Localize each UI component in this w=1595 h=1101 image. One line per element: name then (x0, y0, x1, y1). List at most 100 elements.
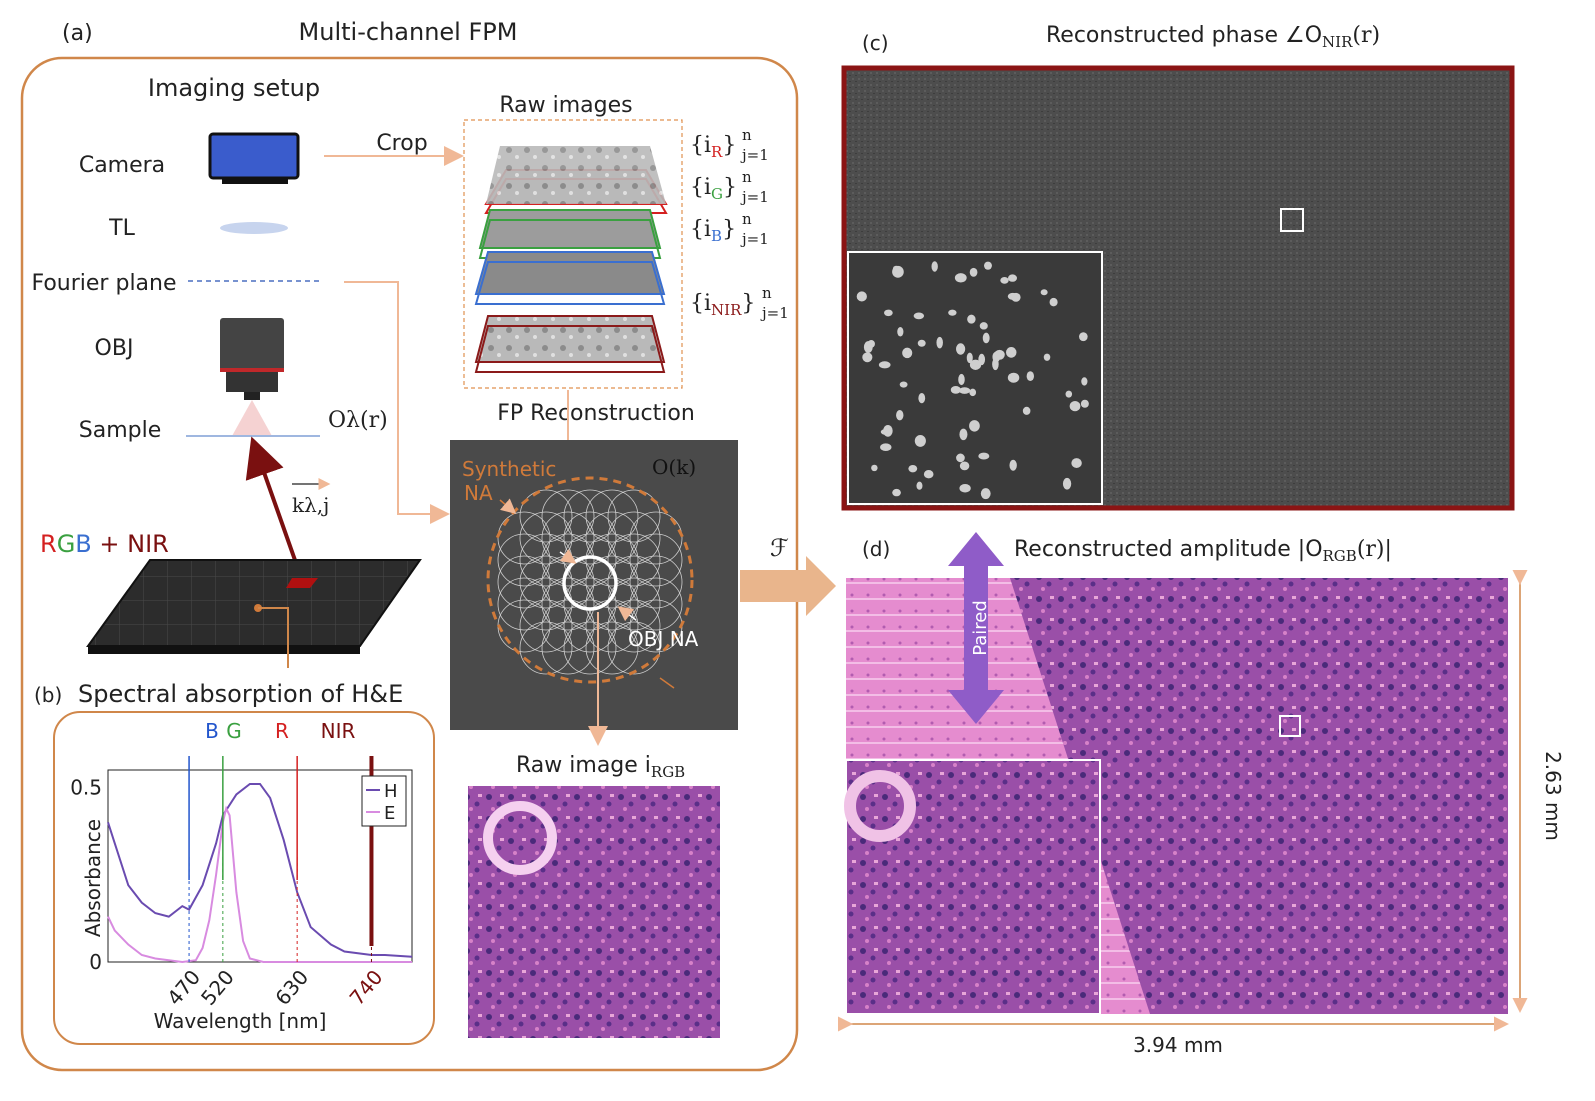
k-vector-label: kλ,j (292, 493, 329, 517)
phase-cell (880, 443, 892, 451)
phase-cell (1069, 401, 1081, 412)
setup-title: Imaging setup (148, 74, 320, 102)
paired-label: Paired (970, 600, 991, 656)
svg-text:j=1: j=1 (740, 146, 769, 164)
legend-label-H: H (384, 781, 398, 802)
svg-text:n: n (742, 210, 752, 228)
sub-aperture-circle (585, 577, 639, 631)
sub-aperture-circle (563, 599, 617, 653)
phase-cell (959, 428, 968, 441)
phase-cell (948, 309, 957, 316)
sub-aperture-circles (497, 489, 683, 675)
raw-rgb-image (468, 786, 720, 1038)
sub-aperture-circle (585, 489, 639, 543)
series-line-H (107, 782, 413, 958)
synthetic-na-circle (486, 476, 694, 684)
stack-label-r: {iR} n j=1 (690, 126, 769, 164)
olambda-label: Oλ(r) (328, 408, 388, 433)
phase-cell (979, 322, 988, 330)
sub-aperture-circle (519, 511, 573, 565)
led-array (86, 559, 422, 668)
chart-legend (361, 775, 407, 827)
phase-cell (969, 267, 978, 277)
k-vector-arrow (245, 436, 304, 581)
phase-cell (902, 347, 913, 359)
width-label: 3.94 mm (1133, 1033, 1223, 1057)
phase-cell (955, 343, 966, 355)
panel-b-title: Spectral absorption of H&E (78, 680, 403, 708)
phase-cell (897, 326, 904, 337)
phase-cell (959, 461, 970, 471)
fourier-link-arrow (344, 281, 450, 524)
phase-cell (956, 453, 965, 463)
y-tick-label: 0 (89, 950, 102, 974)
x-tick-label: 740 (345, 965, 388, 1010)
panel-d-title: Reconstructed amplitude |ORGB(r)| (1014, 537, 1392, 565)
obj-na-arrow-2 (617, 606, 637, 622)
phase-cell (1007, 274, 1017, 282)
sub-aperture-circle (519, 621, 573, 675)
sub-aperture-circle (519, 599, 573, 653)
phase-cell (969, 420, 980, 432)
sub-aperture-circle (629, 533, 683, 587)
phase-cell (856, 291, 867, 302)
sub-aperture-circle (585, 555, 639, 609)
phase-cell (892, 265, 900, 272)
phase-cell (892, 488, 901, 497)
phase-roi-box (1280, 208, 1304, 232)
rgb-nir-label: RGB + NIR (40, 530, 169, 558)
phase-cell (1009, 459, 1017, 471)
phase-cell (863, 341, 873, 354)
stack-label-b: {iB} n j=1 (690, 210, 769, 248)
phase-cell (1081, 377, 1088, 386)
x-tick-label: 630 (270, 965, 313, 1010)
phase-cell (916, 481, 923, 490)
svg-text:{iG}: {iG} (690, 175, 737, 203)
rgb-g: G (57, 530, 76, 558)
phase-inset (847, 251, 1103, 505)
svg-text:{iR}: {iR} (690, 133, 736, 161)
sub-aperture-circle (585, 599, 639, 653)
phase-cell (914, 435, 926, 447)
phase-cell (1062, 477, 1072, 490)
marker-label-B: B (205, 719, 219, 743)
phase-cell (959, 483, 971, 493)
obj-na-label: OBJ NA (628, 627, 699, 651)
sub-aperture-circle (541, 599, 595, 653)
raw-image-rgb-label: Raw image iRGB (516, 753, 685, 781)
stack-label-g: {iG} n j=1 (690, 168, 769, 206)
raw-image-stacks (463, 119, 683, 389)
x-axis-label: Wavelength [nm] (154, 1009, 327, 1033)
marker-label-R: R (275, 719, 289, 743)
sub-aperture-circle (585, 533, 639, 587)
tl-label: TL (108, 216, 135, 241)
sub-aperture-circle (541, 533, 595, 587)
obj-label: OBJ (95, 336, 134, 361)
rgb-b: B (75, 530, 91, 558)
phase-cell (871, 464, 878, 472)
phase-inset-cells (856, 261, 1089, 500)
panel-c-title: Reconstructed phase ∠ONIR(r) (1046, 23, 1380, 51)
obj-na-arrow-1 (559, 548, 577, 564)
phase-cell (994, 349, 1005, 360)
phase-cell (931, 261, 938, 272)
panel-b-frame (53, 711, 435, 1045)
phase-cell (1040, 289, 1048, 296)
synthetic-label: Synthetic (462, 457, 556, 481)
phase-cell (918, 393, 926, 404)
sample-label: Sample (79, 418, 162, 443)
sub-aperture-circle (519, 489, 573, 543)
phase-cell (966, 352, 973, 364)
sub-aperture-circle (563, 621, 617, 675)
sub-aperture-circle (563, 577, 617, 631)
sub-aperture-circle (607, 533, 661, 587)
panel-a-frame (20, 56, 799, 1072)
marker-label-G: G (226, 719, 242, 743)
phase-cell (967, 314, 976, 324)
phase-cell (969, 388, 977, 397)
sub-aperture-circle (607, 511, 661, 565)
phase-cell (954, 273, 967, 283)
phase-cell (1000, 277, 1009, 284)
phase-cell (982, 332, 990, 344)
